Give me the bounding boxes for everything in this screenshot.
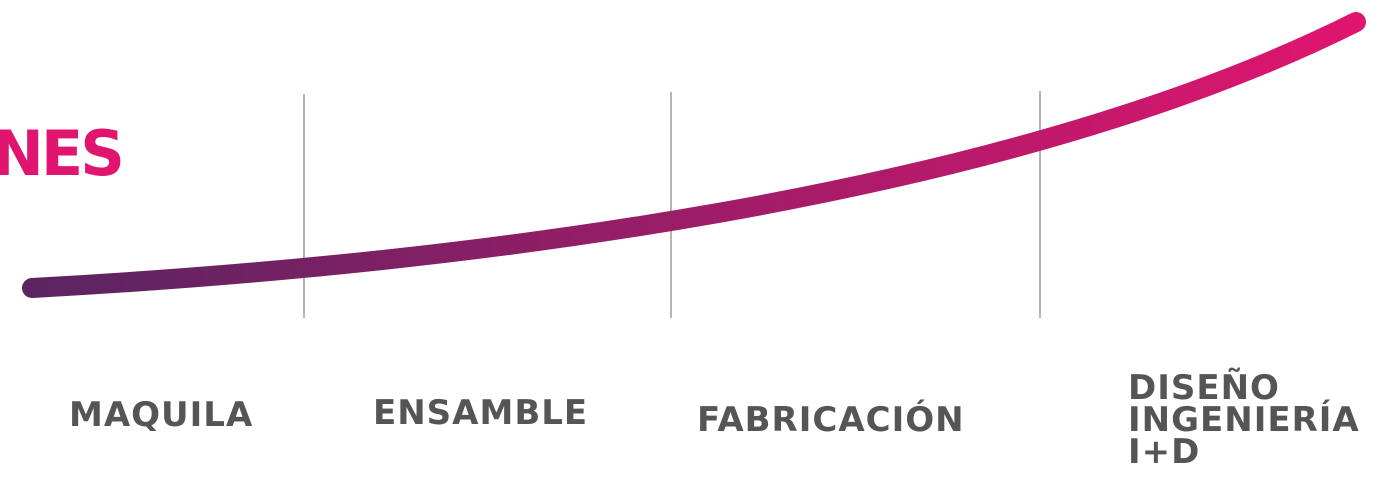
stage-label-fabricacion: FABRICACIÓN <box>697 400 965 440</box>
growth-curve <box>22 12 1366 298</box>
stage-label-line: ENSAMBLE <box>373 393 589 433</box>
stage-label-maquila: MAQUILA <box>69 395 253 435</box>
heading-fragment: NES <box>0 117 125 190</box>
stage-label-line: DISEÑO <box>1128 368 1280 408</box>
stage-label-line: INGENIERÍA <box>1128 400 1360 440</box>
stage-label-diseno: DISEÑO INGENIERÍA I+D <box>1128 368 1360 472</box>
stage-label-line: MAQUILA <box>69 395 254 435</box>
stage-label-line: I+D <box>1128 432 1201 472</box>
stage-label-ensamble: ENSAMBLE <box>373 393 588 433</box>
stage-label-line: FABRICACIÓN <box>697 400 965 440</box>
